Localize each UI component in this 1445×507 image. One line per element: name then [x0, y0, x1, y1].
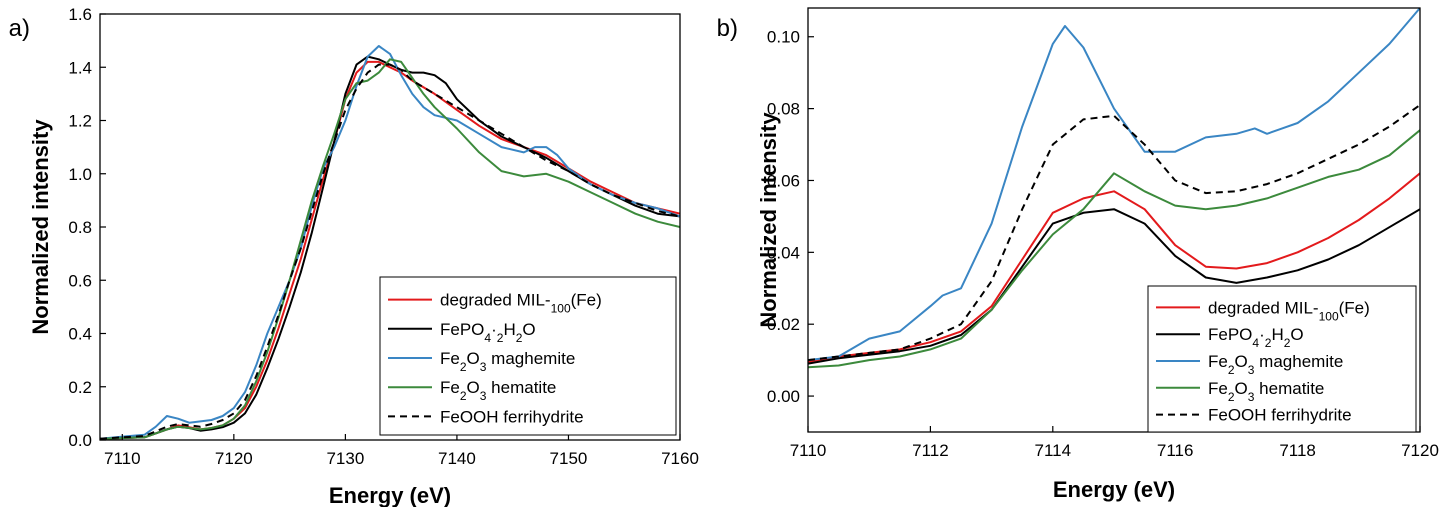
- series-line-b-0: [808, 172, 1420, 363]
- x-axis-label-a: Energy (eV): [329, 483, 451, 507]
- y-axis-label-a: Normalized intensity: [28, 119, 53, 335]
- series-line-a-1: [100, 55, 680, 440]
- legend-entry-b-1: FePO4·2H2O: [1208, 325, 1304, 350]
- x-axis-label-b: Energy (eV): [1053, 477, 1175, 502]
- legend-entry-a-0: degraded MIL-100(Fe): [440, 291, 602, 316]
- y-tick-label-a: 1.2: [68, 112, 92, 131]
- legend-entry-b-4: FeOOH ferrihydrite: [1208, 406, 1352, 425]
- legend-entry-b-3: Fe2O3 hematite: [1208, 379, 1324, 404]
- y-tick-label-b: 0.04: [767, 243, 800, 262]
- legend-box-a: [379, 276, 677, 436]
- y-tick-label-a: 1.0: [68, 165, 92, 184]
- legend-entry-a-3: Fe2O3 hematite: [440, 378, 556, 403]
- series-line-a-2: [100, 45, 680, 440]
- x-tick-label-b: 7118: [1279, 441, 1316, 460]
- y-tick-label-a: 0.6: [68, 271, 92, 290]
- legend-entry-a-4: FeOOH ferrihydrite: [440, 407, 584, 426]
- chart-panel-a: 7110 7120 7130 7140 7150 7160 0.0 0.2 0.4 0.6 0.8 1…: [9, 5, 699, 507]
- panel-label-a: a): [9, 15, 30, 42]
- chart-panel-b: 7110 7112 7114 7116 7118 7120 0.00 0.02 0.04 0.06…: [717, 7, 1439, 502]
- legend-entry-b-2: Fe2O3 maghemite: [1208, 352, 1343, 377]
- legend-entry-a-2: Fe2O3 maghemite: [440, 349, 575, 374]
- y-tick-label-b: 0.00: [767, 387, 800, 406]
- x-tick-label-b: 7120: [1401, 441, 1439, 460]
- legend-a: degraded MIL-100(Fe) FePO4·2H2O Fe2O3 magh…: [379, 276, 677, 436]
- series-line-b-3: [808, 129, 1420, 369]
- x-tick-label-a: 7110: [104, 449, 141, 468]
- x-tick-label-b: 7112: [912, 441, 949, 460]
- x-tick-label-b: 7116: [1157, 441, 1194, 460]
- y-tick-label-b: 0.02: [767, 315, 800, 334]
- y-tick-label-a: 0.2: [68, 378, 92, 397]
- x-tick-label-a: 7120: [215, 449, 253, 468]
- plot-frame-b: [807, 7, 1421, 433]
- y-tick-label-a: 0.8: [68, 218, 92, 237]
- y-tick-label-a: 1.4: [68, 58, 92, 77]
- x-tick-label-b: 7110: [790, 441, 827, 460]
- series-line-b-2: [808, 8, 1420, 362]
- panel-label-b: b): [717, 15, 738, 42]
- y-tick-label-a: 0.0: [68, 431, 92, 450]
- series-line-a-3: [100, 58, 680, 440]
- legend-entry-a-1: FePO4·2H2O: [440, 320, 536, 345]
- x-tick-label-a: 7160: [661, 449, 699, 468]
- y-tick-label-b: 0.08: [767, 100, 800, 119]
- series-line-a-4: [100, 63, 680, 440]
- x-tick-label-b: 7114: [1035, 441, 1072, 460]
- y-axis-label-b: Normalized intensity: [756, 112, 781, 328]
- y-tick-label-b: 0.10: [767, 28, 800, 47]
- x-tick-label-a: 7130: [326, 449, 364, 468]
- y-tick-label-b: 0.06: [767, 171, 800, 190]
- y-tick-label-a: 0.4: [68, 325, 92, 344]
- legend-entry-b-0: degraded MIL-100(Fe): [1208, 298, 1370, 323]
- series-line-b-1: [808, 208, 1420, 365]
- x-tick-label-a: 7150: [550, 449, 588, 468]
- x-tick-label-a: 7140: [438, 449, 476, 468]
- legend-box-b: [1147, 285, 1417, 433]
- y-tick-label-a: 1.6: [68, 5, 92, 24]
